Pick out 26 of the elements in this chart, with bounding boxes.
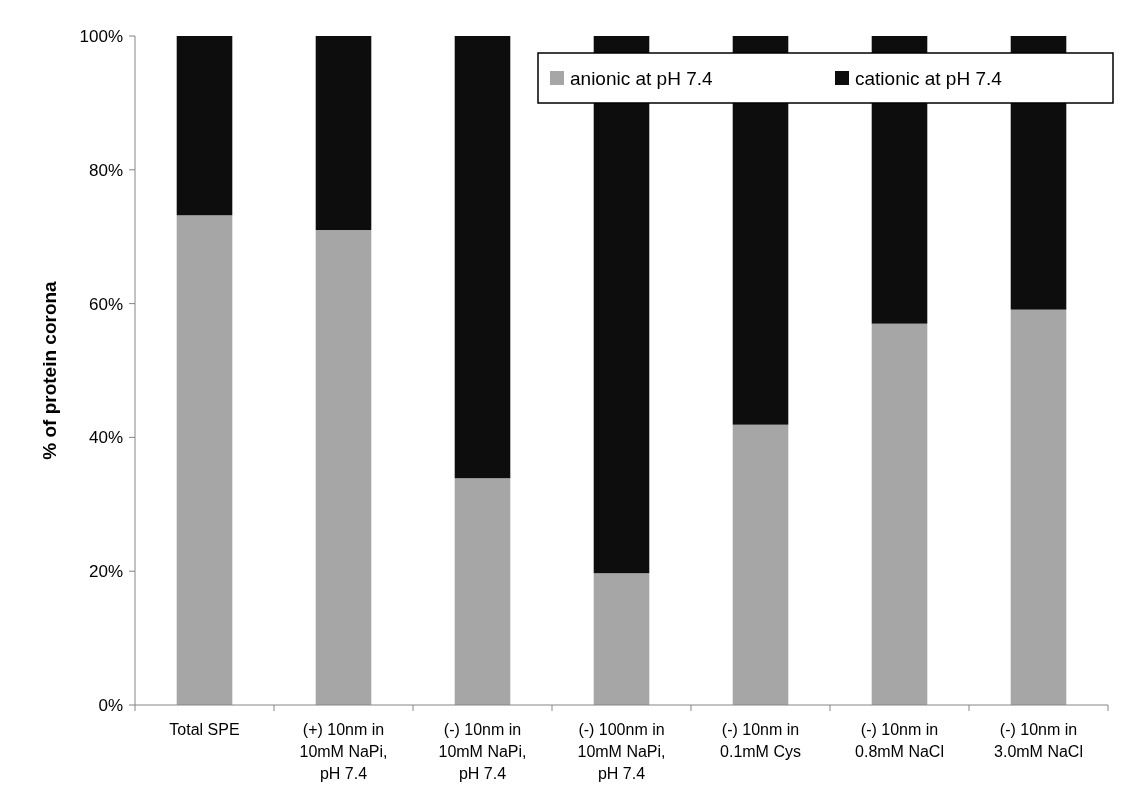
bar: [315, 230, 372, 705]
x-tick-label: (-) 10nm in 3.0mM NaCl: [994, 721, 1083, 760]
y-tick-label: 40%: [88, 428, 123, 448]
y-axis-title: % of protein corona: [39, 280, 60, 460]
bar: [176, 215, 233, 705]
bar: [315, 36, 372, 231]
y-tick-label: 60%: [88, 294, 123, 314]
legend-label: anionic at pH 7.4: [570, 67, 714, 89]
x-tick-label: (+) 10nm in 10mM NaPi, pH 7.4: [299, 721, 388, 782]
y-tick-label: 20%: [88, 562, 123, 582]
x-tick-label: (-) 10nm in 0.8mM NaCl: [855, 721, 944, 760]
y-tick-label: 100%: [79, 26, 123, 46]
bar: [454, 36, 511, 479]
bar: [732, 424, 789, 705]
bar: [454, 478, 511, 705]
x-tick-label: Total SPE: [169, 721, 240, 738]
bar: [176, 36, 233, 216]
y-tick-label: 0%: [98, 695, 123, 715]
x-tick-label: (-) 10nm in 10mM NaPi, pH 7.4: [438, 721, 527, 782]
y-tick-label: 80%: [88, 160, 123, 180]
bar: [871, 323, 928, 705]
x-tick-label: (-) 100nm in 10mM NaPi, pH 7.4: [577, 721, 666, 782]
bar: [593, 573, 650, 705]
bar: [1010, 309, 1067, 705]
legend-label: cationic at pH 7.4: [855, 67, 1003, 89]
x-tick-label: (-) 10nm in 0.1mM Cys: [720, 721, 801, 760]
